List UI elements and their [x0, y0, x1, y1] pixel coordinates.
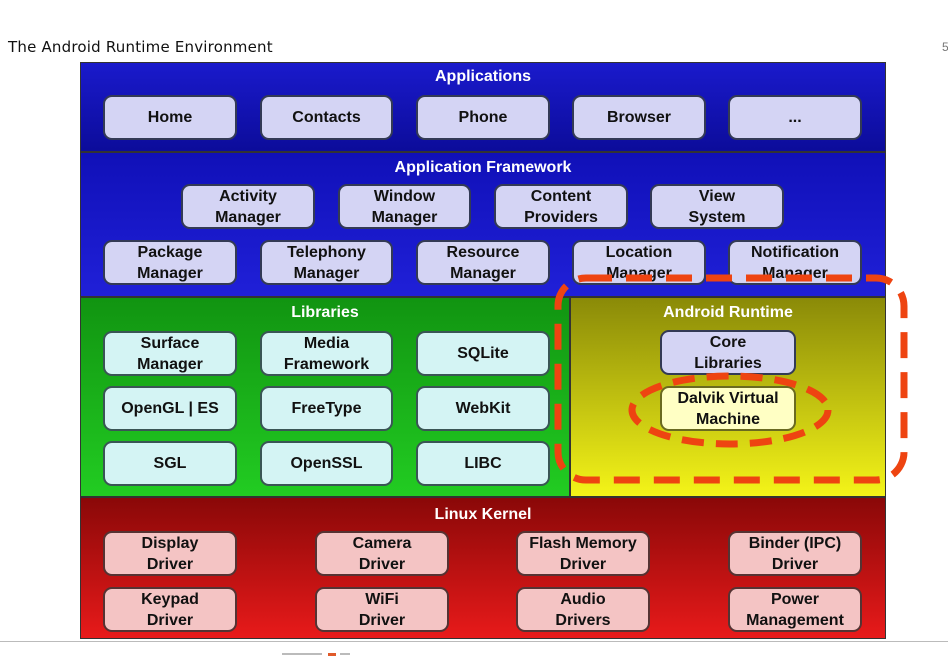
app-home-label: Home [147, 109, 193, 126]
fw-view-system: View System [650, 184, 784, 229]
slide-title: The Android Runtime Environment [8, 38, 273, 56]
lib-freetype: FreeType [260, 386, 393, 431]
lib-surface-manager: Surface Manager [103, 331, 237, 376]
app-home: Home [103, 95, 237, 140]
fw-content-providers: Content Providers [494, 184, 628, 229]
fw-package-manager-label: Package Manager [137, 243, 203, 282]
lib-opengl-es: OpenGL | ES [103, 386, 237, 431]
app-contacts-label: Contacts [292, 109, 361, 126]
kernel-camera-driver-label: Camera Driver [352, 534, 412, 573]
kernel-wifi-driver-label: WiFi Driver [358, 590, 406, 629]
libraries-title: Libraries [291, 304, 359, 321]
fw-notification-manager-label: Notification Manager [751, 243, 839, 282]
fw-location-manager-label: Location Manager [605, 243, 673, 282]
fw-view-system-label: View System [688, 187, 746, 226]
kernel-display-driver: Display Driver [103, 531, 237, 576]
lib-freetype-label: FreeType [291, 400, 362, 417]
kernel-flash-memory-driver: Flash Memory Driver [516, 531, 650, 576]
fw-resource-manager-label: Resource Manager [446, 243, 520, 282]
applications-title: Applications [434, 68, 531, 85]
lib-sqlite-label: SQLite [457, 345, 509, 362]
lib-sgl-label: SGL [153, 455, 187, 472]
app-browser-label: Browser [606, 109, 672, 126]
lib-opengl-es-label: OpenGL | ES [121, 400, 219, 417]
kernel-power-management-label: Power Management [746, 590, 844, 629]
lib-openssl-label: OpenSSL [290, 455, 363, 472]
android-runtime-title: Android Runtime [663, 304, 793, 321]
fw-notification-manager: Notification Manager [728, 240, 862, 285]
page-number: 5 [942, 40, 948, 54]
runtime-core-libraries: Core Libraries [660, 330, 796, 375]
lib-media-framework: Media Framework [260, 331, 393, 376]
fw-package-manager: Package Manager [103, 240, 237, 285]
runtime-dalvik-vm: Dalvik Virtual Machine [660, 386, 796, 431]
fw-window-manager: Window Manager [338, 184, 471, 229]
runtime-dalvik-vm-label: Dalvik Virtual Machine [677, 389, 779, 428]
lib-surface-manager-label: Surface Manager [137, 334, 203, 373]
app-phone: Phone [416, 95, 550, 140]
app-browser: Browser [572, 95, 706, 140]
kernel-camera-driver: Camera Driver [315, 531, 449, 576]
kernel-display-driver-label: Display Driver [141, 534, 199, 573]
fw-window-manager-label: Window Manager [371, 187, 438, 226]
kernel-audio-drivers-label: Audio Drivers [555, 590, 611, 629]
linux-kernel-title: Linux Kernel [434, 506, 532, 523]
fw-resource-manager: Resource Manager [416, 240, 550, 285]
slide-footer-line [0, 641, 948, 642]
lib-sgl: SGL [103, 441, 237, 486]
footer-logo-mark [282, 653, 352, 656]
kernel-keypad-driver-label: Keypad Driver [141, 590, 199, 629]
fw-location-manager: Location Manager [572, 240, 706, 285]
app-more: ... [728, 95, 862, 140]
lib-webkit: WebKit [416, 386, 550, 431]
kernel-power-management: Power Management [728, 587, 862, 632]
kernel-flash-memory-driver-label: Flash Memory Driver [529, 534, 637, 573]
lib-sqlite: SQLite [416, 331, 550, 376]
runtime-core-libraries-label: Core Libraries [694, 333, 762, 372]
fw-telephony-manager-label: Telephony Manager [287, 243, 366, 282]
app-contacts: Contacts [260, 95, 393, 140]
lib-webkit-label: WebKit [455, 400, 511, 417]
kernel-binder-ipc-driver: Binder (IPC) Driver [728, 531, 862, 576]
fw-telephony-manager: Telephony Manager [260, 240, 393, 285]
kernel-wifi-driver: WiFi Driver [315, 587, 449, 632]
framework-title: Application Framework [394, 159, 572, 176]
fw-activity-manager-label: Activity Manager [215, 187, 281, 226]
lib-media-framework-label: Media Framework [283, 334, 370, 373]
lib-libc-label: LIBC [464, 455, 502, 472]
kernel-keypad-driver: Keypad Driver [103, 587, 237, 632]
kernel-audio-drivers: Audio Drivers [516, 587, 650, 632]
fw-activity-manager: Activity Manager [181, 184, 315, 229]
app-phone-label: Phone [458, 109, 508, 126]
lib-libc: LIBC [416, 441, 550, 486]
lib-openssl: OpenSSL [260, 441, 393, 486]
app-more-label: ... [788, 109, 802, 126]
kernel-binder-ipc-driver-label: Binder (IPC) Driver [748, 534, 842, 573]
fw-content-providers-label: Content Providers [524, 187, 598, 226]
